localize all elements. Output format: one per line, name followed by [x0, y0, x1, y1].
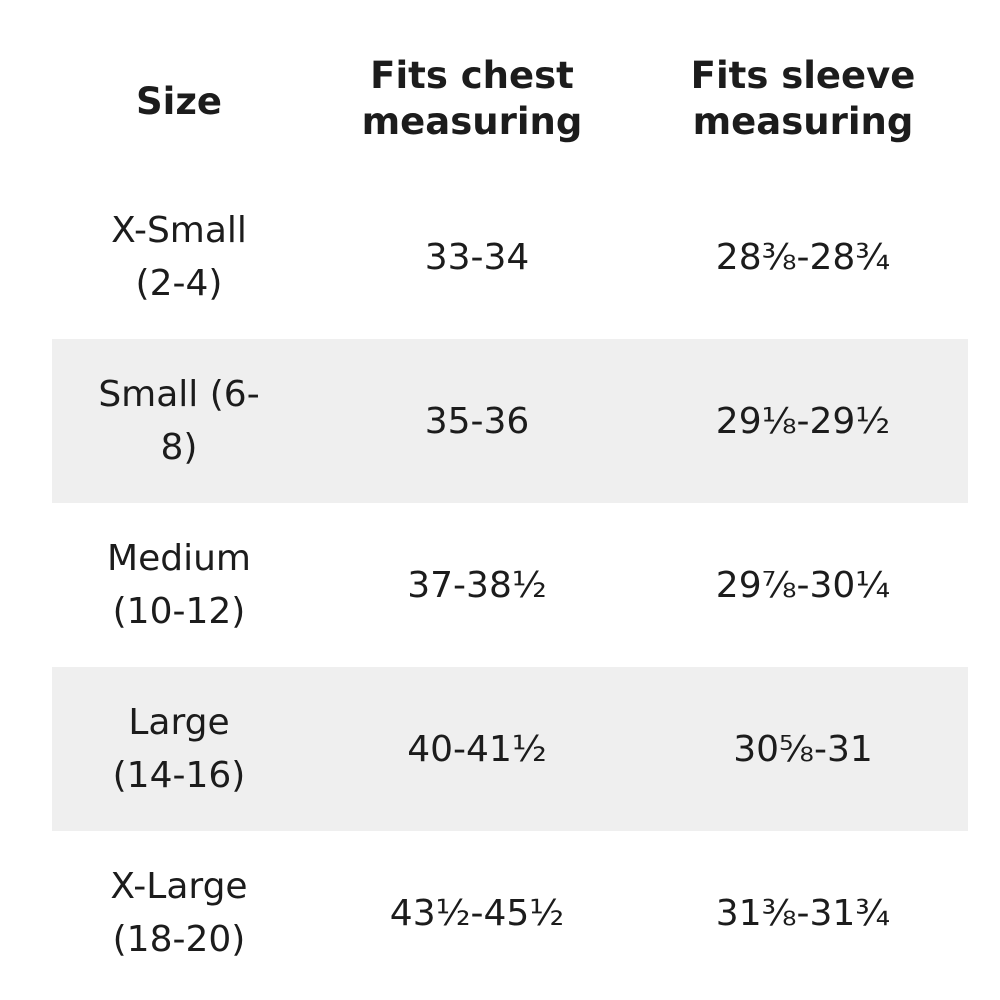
header-chest-line1: Fits chest — [370, 53, 574, 97]
size-cell: X-Large (18-20) — [110, 866, 248, 960]
chest-cell: 37-38½ — [407, 564, 547, 606]
table-row: Small (6-8) 35-36 29⅛-29½ — [52, 339, 968, 503]
header-size-label: Size — [136, 79, 222, 123]
chest-cell: 40-41½ — [407, 728, 547, 770]
header-sleeve-line2: measuring — [692, 99, 914, 143]
header-sleeve-line1: Fits sleeve — [690, 53, 916, 97]
header-chest-line2: measuring — [361, 99, 583, 143]
size-cell: X-Small (2-4) — [111, 210, 247, 304]
sleeve-cell: 30⅝-31 — [733, 728, 873, 770]
sleeve-cell: 29⅞-30¼ — [715, 564, 891, 606]
sleeve-cell: 31⅜-31¾ — [715, 892, 891, 934]
header-size: Size — [52, 51, 306, 125]
size-cell: Large (14-16) — [112, 702, 246, 796]
table-row: Large (14-16) 40-41½ 30⅝-31 — [52, 667, 968, 831]
chest-cell: 35-36 — [424, 400, 530, 442]
chest-cell: 43½-45½ — [389, 892, 565, 934]
size-cell: Small (6-8) — [98, 374, 260, 468]
header-chest: Fits chest measuring — [306, 31, 638, 145]
table-row: X-Large (18-20) 43½-45½ 31⅜-31¾ — [52, 831, 968, 995]
sleeve-cell: 28⅜-28¾ — [715, 236, 891, 278]
table-row: X-Small (2-4) 33-34 28⅜-28¾ — [52, 175, 968, 339]
table-row: Medium (10-12) 37-38½ 29⅞-30¼ — [52, 503, 968, 667]
size-chart-table: Size Fits chest measuring Fits sleeve me… — [52, 0, 968, 995]
table-header-row: Size Fits chest measuring Fits sleeve me… — [52, 0, 968, 175]
header-sleeve: Fits sleeve measuring — [638, 31, 968, 145]
sleeve-cell: 29⅛-29½ — [715, 400, 891, 442]
chest-cell: 33-34 — [424, 236, 530, 278]
size-cell: Medium (10-12) — [107, 538, 251, 632]
